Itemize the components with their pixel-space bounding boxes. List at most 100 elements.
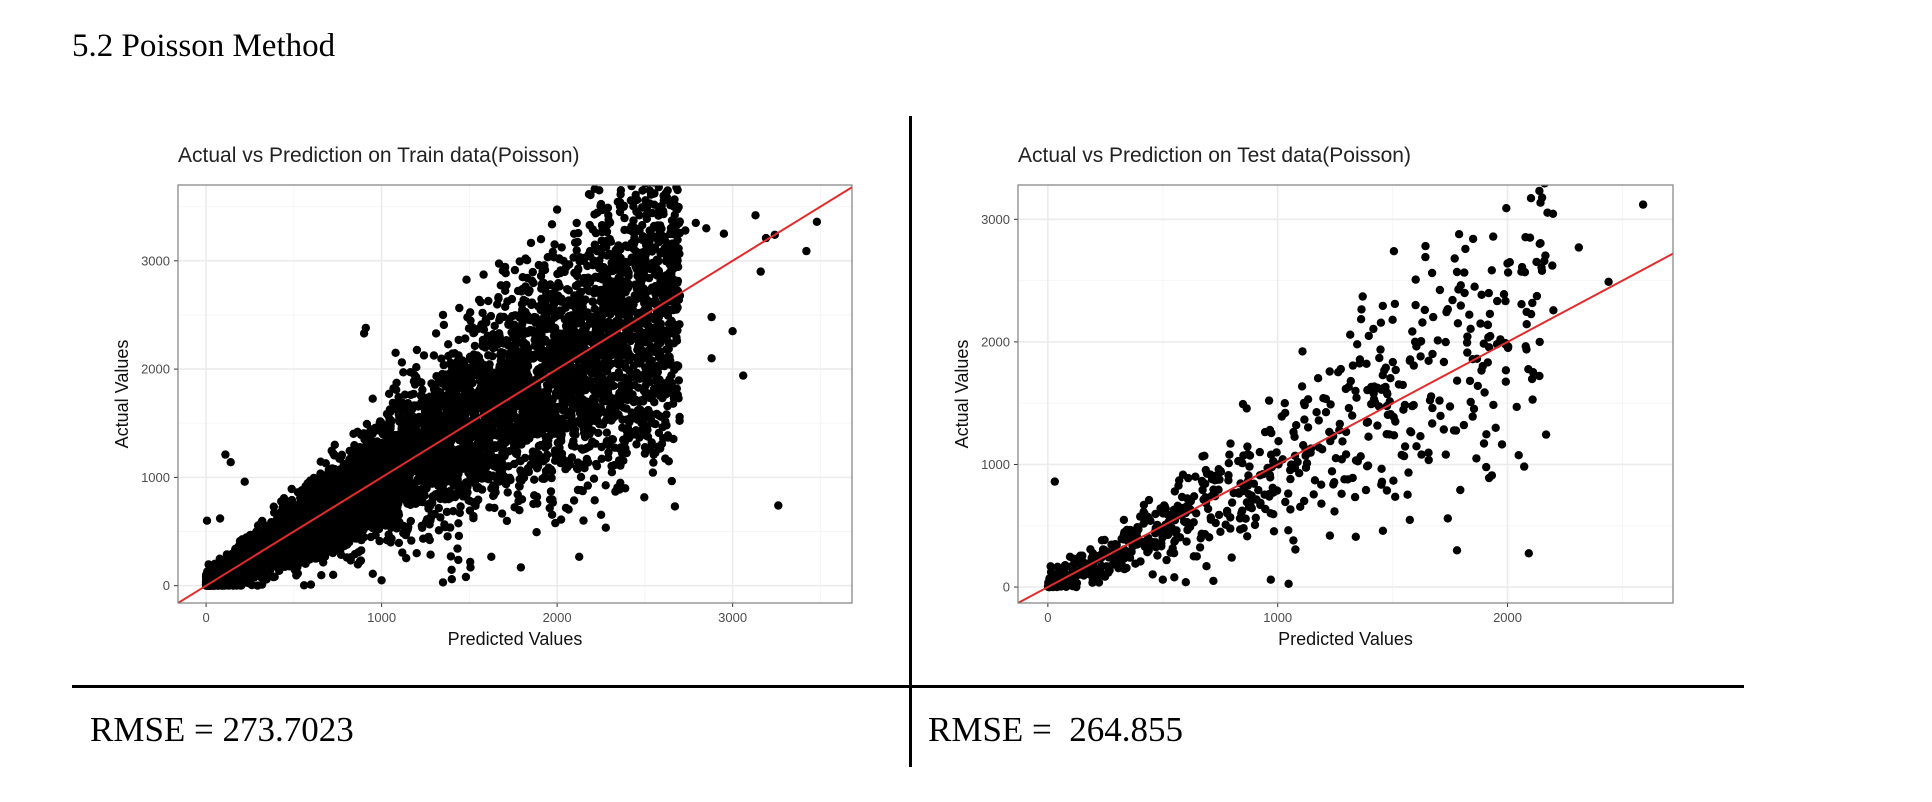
data-point: [638, 186, 647, 195]
y-tick-label: 3000: [141, 253, 170, 268]
data-point: [670, 502, 680, 511]
data-point: [479, 270, 488, 279]
data-point: [674, 161, 682, 169]
data-point: [572, 218, 581, 228]
data-point: [442, 507, 452, 517]
data-point: [667, 476, 676, 486]
data-point: [583, 261, 592, 271]
data-point: [661, 454, 670, 463]
x-tick-label: 2000: [543, 610, 572, 625]
data-point: [329, 570, 338, 579]
data-point: [661, 91, 669, 99]
data-point: [418, 385, 427, 394]
data-point: [547, 510, 557, 519]
data-point: [466, 557, 475, 567]
data-point: [437, 354, 446, 363]
data-point: [519, 473, 529, 482]
data-point: [489, 491, 498, 501]
data-point: [462, 480, 471, 489]
data-point: [654, 161, 662, 169]
data-point: [579, 516, 588, 525]
data-point: [666, 154, 674, 162]
data-point: [299, 581, 309, 590]
data-point: [455, 303, 464, 313]
data-point: [456, 502, 465, 511]
data-point: [502, 516, 512, 526]
data-point: [488, 352, 497, 361]
data-point: [620, 213, 629, 223]
data-point: [642, 202, 652, 212]
data-point: [445, 487, 455, 496]
data-point: [466, 316, 475, 325]
data-point: [454, 555, 463, 565]
data-point: [647, 148, 655, 156]
data-point: [655, 375, 664, 384]
data-point: [654, 152, 662, 160]
data-point: [663, 433, 673, 442]
data-point: [592, 459, 601, 469]
data-point: [602, 242, 611, 252]
data-point: [557, 243, 566, 252]
data-point: [648, 468, 658, 477]
x-tick-label: 1000: [367, 610, 396, 625]
data-point: [412, 363, 421, 372]
data-point: [447, 565, 456, 574]
data-point: [651, 296, 660, 305]
data-point: [406, 390, 415, 400]
data-point: [530, 475, 539, 484]
data-point: [306, 580, 316, 589]
data-point: [543, 450, 552, 459]
data-point: [590, 210, 599, 219]
data-point: [406, 516, 415, 526]
data-point: [672, 185, 681, 192]
data-point: [407, 536, 416, 545]
x-tick-label: 0: [202, 610, 209, 625]
data-point: [455, 508, 464, 518]
data-point: [550, 450, 560, 459]
data-point: [591, 284, 600, 294]
data-point: [607, 468, 617, 477]
data-point: [510, 265, 520, 275]
data-point: [429, 351, 439, 360]
data-point: [446, 552, 456, 561]
data-point: [497, 509, 507, 518]
data-point: [594, 428, 603, 438]
data-point: [614, 343, 623, 352]
data-point: [356, 556, 366, 565]
data-point: [485, 503, 494, 512]
data-point: [673, 256, 682, 265]
data-point: [583, 481, 592, 490]
data-point: [511, 449, 521, 458]
data-point: [434, 503, 443, 513]
data-point: [649, 419, 658, 428]
data-point: [620, 176, 628, 184]
chart-title: Actual vs Prediction on Train data(Poiss…: [178, 144, 580, 167]
data-point: [454, 519, 463, 528]
data-point: [647, 208, 656, 218]
data-point: [520, 453, 530, 463]
data-point: [672, 173, 680, 181]
data-point: [596, 199, 606, 209]
data-point: [584, 162, 592, 170]
y-tick-label: 1000: [141, 470, 170, 485]
data-point: [389, 384, 398, 393]
data-point: [659, 130, 667, 138]
data-point: [600, 105, 608, 113]
data-point: [514, 481, 524, 491]
data-point: [545, 503, 554, 513]
data-point: [564, 286, 573, 295]
data-point: [675, 150, 683, 158]
data-point: [590, 304, 599, 314]
data-point: [461, 334, 470, 343]
data-point: [507, 294, 517, 304]
data-point: [552, 205, 562, 214]
data-point: [642, 214, 652, 223]
data-point: [530, 491, 539, 500]
data-point: [528, 267, 537, 277]
data-point: [449, 507, 458, 516]
data-point: [603, 203, 613, 212]
data-point: [551, 518, 560, 528]
data-point: [654, 185, 663, 192]
x-tick-label: 3000: [718, 610, 747, 625]
data-point: [586, 190, 595, 200]
